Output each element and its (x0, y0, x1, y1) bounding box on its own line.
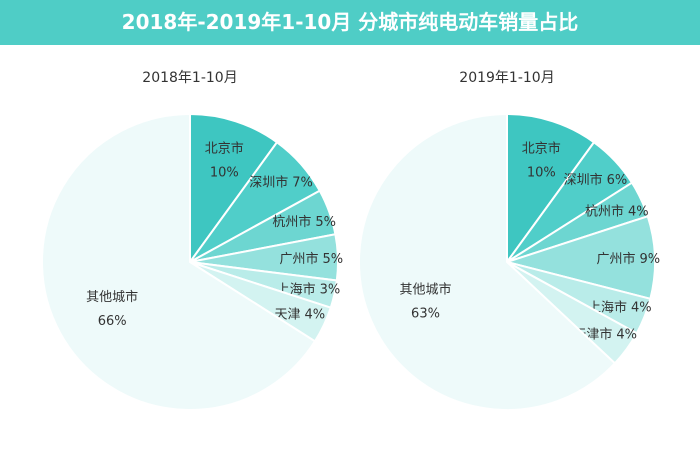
slice-label: 深圳市 6% (564, 172, 628, 188)
slice-label-name: 深圳市 (564, 172, 603, 188)
pie-slice (189, 112, 279, 266)
slice-label-value: 5% (322, 252, 343, 267)
slice-label-name: 其他城市 (86, 289, 138, 305)
pie-title: 2018年1-10月 (142, 70, 237, 86)
slice-label-value: 66% (98, 314, 127, 329)
pie-slice (503, 215, 656, 301)
slice-label-value: 7% (292, 176, 313, 191)
slice-label-value: 4% (616, 327, 637, 342)
slice-label-value: 4% (628, 204, 649, 219)
slice-label: 杭州市 5% (272, 214, 336, 230)
slice-label-name: 其他城市 (399, 281, 451, 297)
slice-label-name: 杭州市 (272, 214, 311, 230)
slice-label: 深圳市 7% (249, 175, 313, 191)
slice-label-value: 5% (315, 215, 336, 230)
slice-label: 杭州市 4% (585, 203, 649, 219)
pie-slice (358, 112, 617, 411)
pie-title: 2019年1-10月 (459, 70, 554, 86)
slice-label-value: 4% (631, 301, 652, 316)
slice-label-value: 10% (210, 165, 239, 180)
slice-label-name: 深圳市 (249, 175, 288, 191)
slice-label: 广州市 5% (279, 251, 343, 267)
slice-label: 广州市 9% (596, 251, 660, 267)
slice-label-value: 63% (411, 306, 440, 321)
slice-label-name: 北京市 (205, 140, 244, 156)
slice-label-name: 广州市 (279, 251, 318, 267)
slice-label-name: 北京市 (522, 140, 561, 156)
slice-label-value: 9% (639, 252, 660, 267)
slice-label-value: 3% (320, 282, 341, 297)
slice-label-value: 4% (305, 308, 326, 323)
slice-label-name: 广州市 (596, 251, 635, 267)
slice-label-name: 杭州市 (585, 203, 624, 219)
pie-slice (41, 112, 317, 411)
slice-label-value: 10% (527, 165, 556, 180)
slice-label-value: 6% (607, 173, 628, 188)
chart-title: 2018年-2019年1-10月 分城市纯电动车销量占比 (0, 0, 700, 45)
pie-slice (506, 112, 596, 266)
